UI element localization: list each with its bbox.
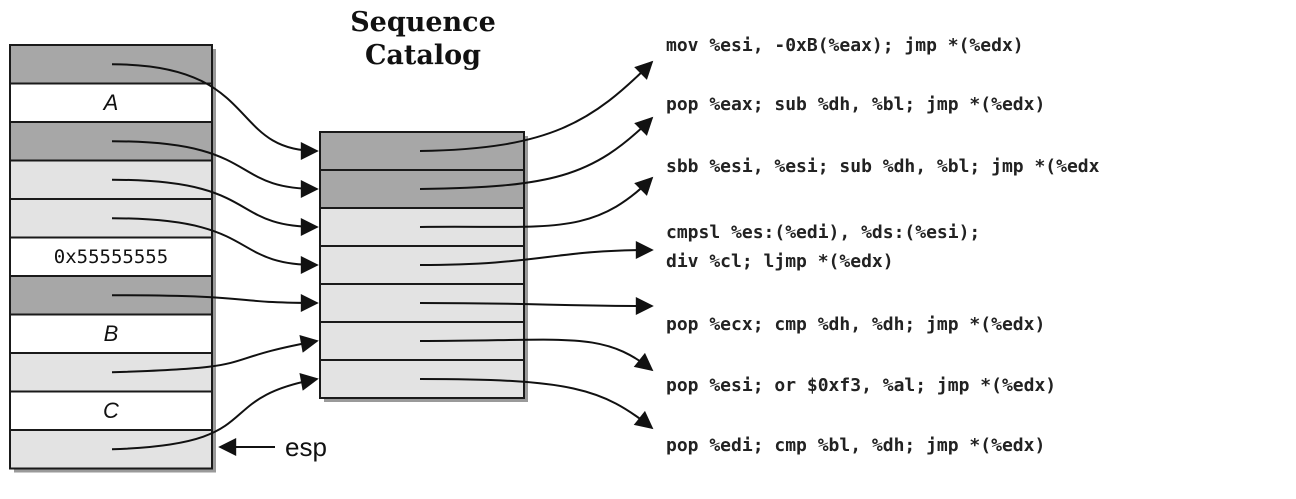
stack-to-catalog-arrow [111, 63, 319, 160]
stack-to-catalog-arrow [111, 178, 319, 236]
stack-cell [9, 159, 213, 200]
instruction-sequence: pop %edi; cmp %bl, %dh; jmp *(%edx) [666, 435, 1046, 456]
stack-to-catalog-arrow [111, 217, 319, 274]
catalog-title-line2: Catalog [364, 40, 482, 71]
stack-cell [9, 236, 213, 277]
stack-cell [9, 82, 213, 123]
arrows [111, 60, 654, 456]
stack-to-catalog-arrow [111, 335, 319, 374]
catalog-to-instruction-arrow [419, 60, 654, 152]
instruction-sequence: mov %esi, -0xB(%eax); jmp *(%edx) [666, 35, 1024, 56]
instruction-sequence: sbb %esi, %esi; sub %dh, %bl; jmp *(%edx [666, 156, 1100, 177]
stack-cell [9, 313, 213, 354]
catalog-to-instruction-arrow [419, 116, 654, 190]
catalog-to-instruction-arrow [419, 176, 654, 228]
stack-to-catalog-arrow [111, 373, 319, 451]
catalog-to-instruction-arrow [419, 296, 654, 315]
catalog-title: Sequence Catalog [310, 6, 536, 72]
stack-cell [9, 352, 213, 393]
stack-to-catalog-arrow [111, 140, 319, 198]
instruction-sequence: pop %ecx; cmp %dh, %dh; jmp *(%edx) [666, 314, 1046, 335]
catalog-to-instruction-arrow [419, 378, 654, 430]
stack-to-catalog-arrow [111, 293, 319, 312]
esp-label: esp [285, 432, 327, 462]
stack-cell [9, 429, 213, 470]
instruction-sequence: pop %esi; or $0xf3, %al; jmp *(%edx) [666, 375, 1057, 396]
stack-cell [9, 198, 213, 239]
stack-cell [9, 44, 213, 85]
instruction-sequence: cmpsl %es:(%edi), %ds:(%esi); div %cl; l… [666, 222, 981, 272]
catalog-to-instruction-arrow [419, 241, 654, 266]
sequence-catalog-block [319, 131, 528, 402]
stack-cell [9, 390, 213, 431]
catalog-title-line1: Sequence [350, 7, 496, 38]
catalog-to-instruction-arrow [419, 338, 654, 372]
instruction-sequence: pop %eax; sub %dh, %bl; jmp *(%edx) [666, 94, 1046, 115]
stack-block [9, 44, 216, 473]
stack-cell [9, 121, 213, 162]
